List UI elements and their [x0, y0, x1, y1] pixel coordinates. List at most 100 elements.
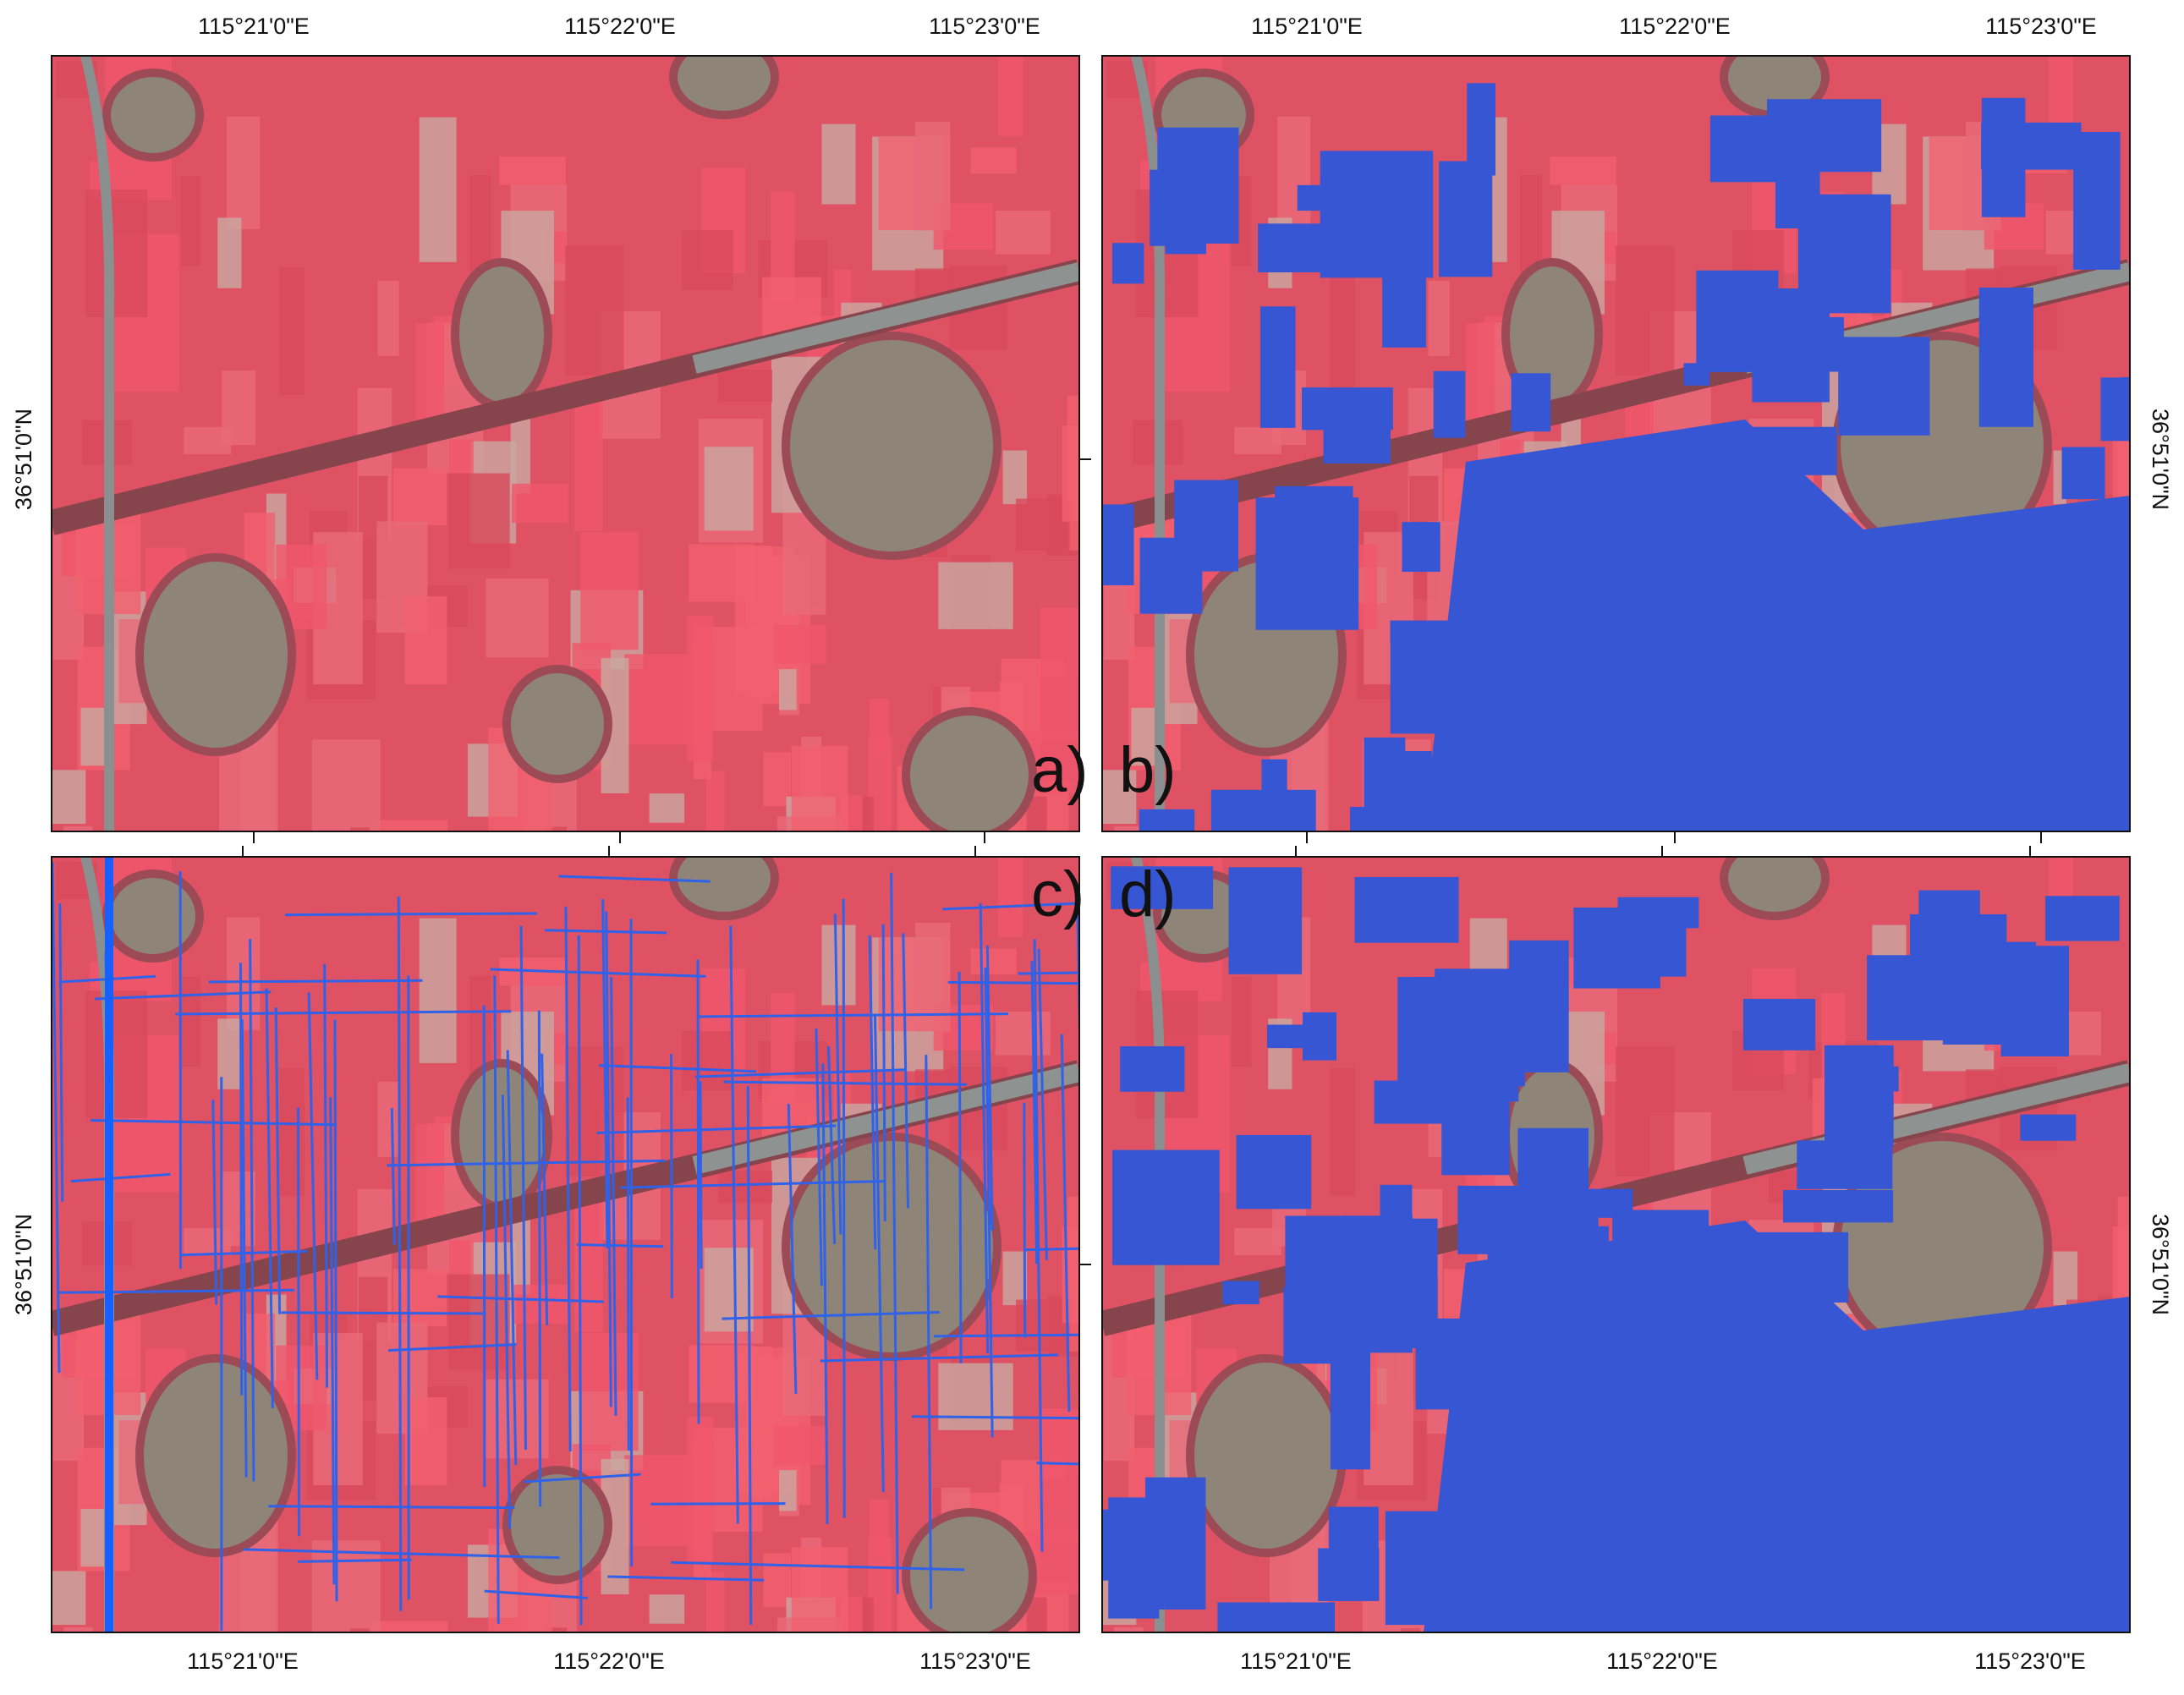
- segment-line: [1025, 1247, 1079, 1252]
- water-patch: [2117, 1512, 2130, 1599]
- water-patch: [1390, 620, 1493, 644]
- segment-line: [1030, 961, 1039, 1264]
- segment-line: [268, 1505, 515, 1510]
- water-patch: [1463, 784, 1530, 811]
- segment-line: [506, 1050, 518, 1466]
- water-patch: [1643, 575, 1708, 700]
- water-patch: [1222, 1281, 1259, 1305]
- segment-line: [181, 1249, 308, 1257]
- water-patch: [2123, 569, 2130, 672]
- water-patch: [1753, 1231, 1849, 1303]
- water-patch: [1433, 370, 1466, 438]
- latitude-label: 36°51'0"N: [11, 1214, 36, 1315]
- map-panel: [52, 840, 1113, 1695]
- longitude-label: 115°21'0"E: [187, 1648, 299, 1674]
- water-patch: [1275, 485, 1353, 574]
- segment-line: [387, 1342, 517, 1352]
- longitude-label: 115°23'0"E: [1974, 1648, 2086, 1674]
- water-patch: [1617, 897, 1699, 929]
- panel-frame: [51, 856, 1080, 1633]
- water-patch: [1734, 1509, 1760, 1562]
- segment-line: [722, 1310, 940, 1320]
- segment-line: [671, 1561, 965, 1572]
- water-patch: [1217, 1602, 1335, 1632]
- segment-line: [985, 945, 994, 1231]
- segment-line: [610, 977, 617, 1416]
- segment-line: [240, 1019, 248, 1478]
- segment-line: [746, 1086, 753, 1625]
- segment-line: [984, 967, 994, 1438]
- water-patch: [1511, 373, 1551, 432]
- segment-line: [902, 933, 910, 1209]
- segment-line: [175, 1010, 512, 1016]
- segment-line: [387, 1159, 666, 1167]
- water-patch: [1323, 421, 1391, 464]
- water-patch: [1111, 866, 1214, 909]
- segment-line: [243, 1548, 560, 1560]
- segment-line: [58, 1288, 295, 1294]
- water-patch: [1838, 337, 1930, 436]
- segment-line: [307, 992, 319, 1380]
- water-patch: [2056, 705, 2130, 819]
- water-patch: [1981, 122, 2082, 170]
- segment-line: [482, 1005, 486, 1487]
- segment-line: [298, 1558, 412, 1563]
- water-patch: [1626, 923, 1687, 977]
- segment-line: [577, 935, 583, 1626]
- water-patch: [2099, 1623, 2130, 1632]
- segment-line: [208, 979, 423, 984]
- water-patch: [1429, 1522, 1470, 1609]
- water-patch: [1918, 1502, 1955, 1579]
- segment-line: [541, 1053, 549, 1325]
- segment-line: [787, 1104, 798, 1394]
- segment-line: [933, 1333, 1079, 1338]
- panel-label: c): [1031, 858, 1084, 930]
- longitude-label: 115°23'0"E: [919, 1648, 1031, 1674]
- segment-line: [873, 1014, 885, 1493]
- water-patch: [1806, 1450, 1871, 1528]
- segment-line: [601, 899, 609, 1248]
- segment-line: [596, 1124, 837, 1134]
- water-patch: [1102, 504, 1134, 585]
- segment-line: [545, 929, 667, 935]
- segment-line: [925, 1055, 933, 1610]
- water-patch: [1683, 363, 1710, 386]
- image: [52, 840, 1113, 1695]
- longitude-label: 115°23'0"E: [1985, 14, 2097, 39]
- segment-line: [842, 898, 846, 1518]
- water-patch: [1402, 522, 1440, 573]
- panel-frame: [1101, 55, 2131, 832]
- water-patch: [1174, 480, 1239, 572]
- segment-line: [281, 1311, 486, 1315]
- segment-line: [979, 902, 990, 1354]
- segment-line: [1023, 1102, 1027, 1338]
- segment-line: [696, 1012, 1009, 1018]
- segment-line: [620, 1180, 886, 1189]
- water-patch: [1918, 890, 1980, 1006]
- water-patch: [1583, 1514, 1661, 1599]
- water-patch: [1165, 145, 1207, 255]
- segment-line: [484, 1589, 588, 1599]
- segment-line: [958, 971, 963, 1363]
- segment-line: [285, 912, 537, 917]
- water-patch: [1120, 1046, 1185, 1092]
- water-patch: [1686, 469, 1759, 538]
- water-patch: [1467, 83, 1495, 176]
- segment-line: [249, 939, 255, 1482]
- water-patch: [2061, 447, 2105, 500]
- segment-line: [437, 1295, 604, 1303]
- image: [52, 39, 1113, 955]
- segment-line: [607, 1575, 765, 1582]
- segment-line: [696, 959, 700, 1424]
- water-patch: [1260, 306, 1296, 428]
- segment-line: [890, 872, 899, 1594]
- latitude-label: 36°51'0"N: [2148, 409, 2173, 510]
- water-patch: [2045, 896, 2120, 941]
- water-patch: [1325, 188, 1361, 262]
- segment-line: [868, 935, 877, 1250]
- water-patch: [1696, 270, 1779, 372]
- longitude-label: 115°23'0"E: [929, 14, 1040, 39]
- panel-label: b): [1119, 734, 1177, 806]
- segment-line: [537, 1010, 542, 1507]
- segment-line: [333, 1019, 338, 1602]
